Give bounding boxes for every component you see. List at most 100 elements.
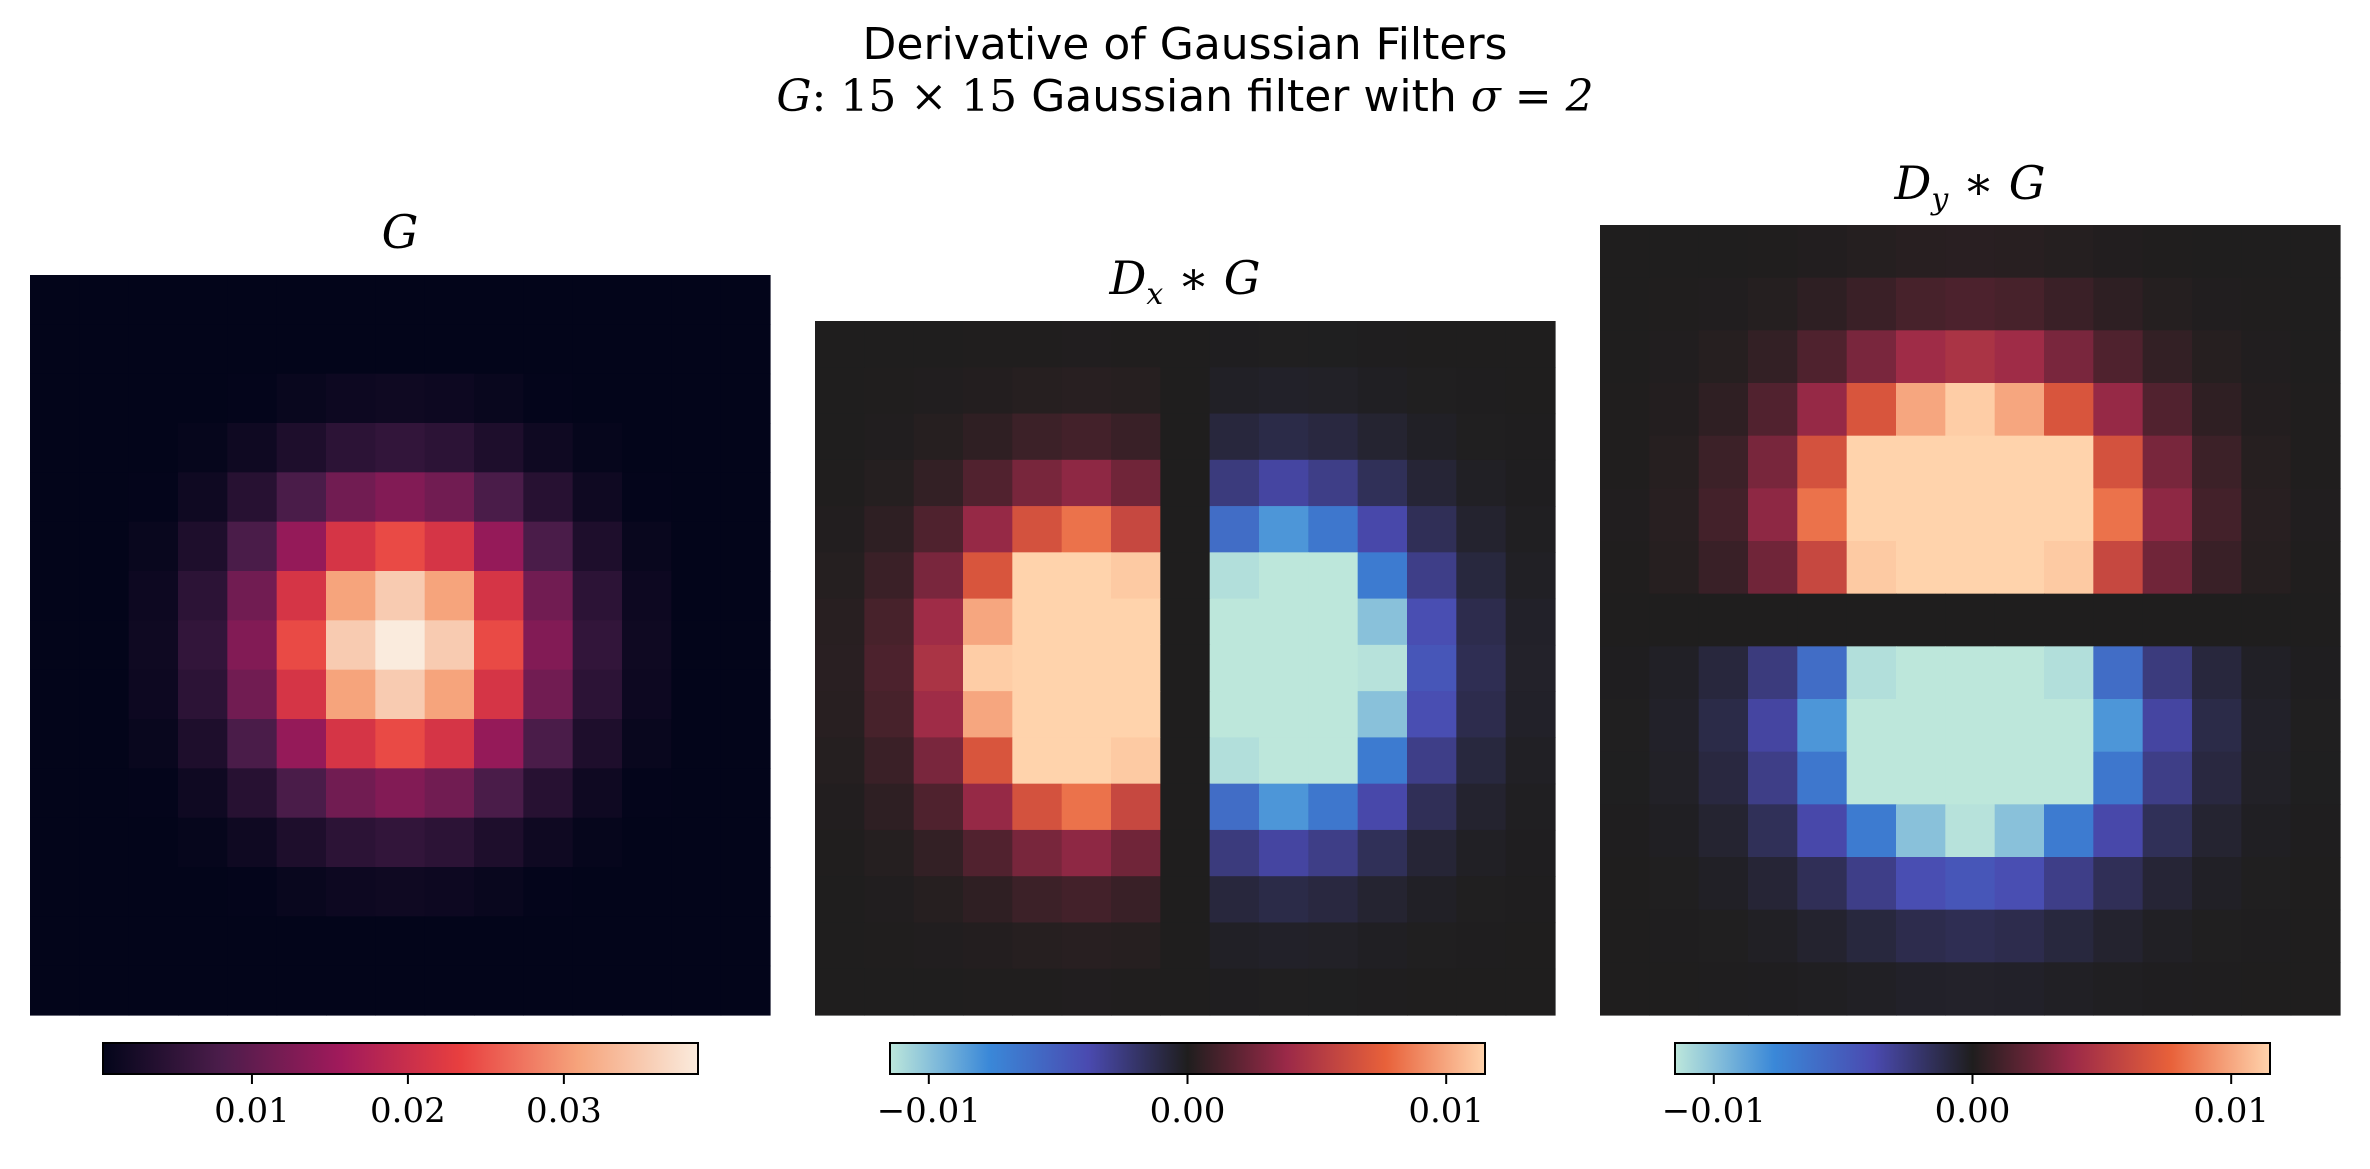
heatmap-cell-dx-12-6 (1111, 876, 1161, 924)
heatmap-cell-dy-1-7 (1945, 277, 1996, 331)
heatmap-cell-dy-0-13 (2241, 225, 2292, 279)
heatmap-cell-dy-14-3 (1748, 962, 1798, 1016)
heatmap-cell-dx-0-4 (1012, 321, 1063, 368)
heatmap-cell-g-2-1 (79, 373, 130, 424)
heatmap-cell-dy-12-2 (1698, 857, 1749, 911)
heatmap-cell-g-0-13 (671, 275, 722, 325)
heatmap-cell-dy-13-1 (1649, 909, 1700, 963)
heatmap-cell-dx-14-4 (1012, 968, 1063, 1016)
heatmap-cell-dy-12-13 (2241, 857, 2292, 911)
heatmap-cell-dx-10-6 (1111, 783, 1161, 831)
heatmap-cell-g-3-6 (326, 423, 376, 473)
heatmap-cell-dy-14-9 (2044, 962, 2094, 1016)
heatmap-cell-g-12-0 (30, 867, 80, 917)
heatmap-cell-dy-9-10 (2093, 699, 2144, 753)
dx-title-base: D (1109, 251, 1147, 305)
heatmap-cell-dx-6-10 (1308, 598, 1359, 646)
colorbar-tick-label-g-0: 0.01 (214, 1091, 290, 1131)
heatmap-cell-g-12-4 (227, 867, 278, 917)
heatmap-cell-dy-14-7 (1945, 962, 1996, 1016)
heatmap-cell-g-9-11 (572, 719, 623, 769)
heatmap-cell-dy-11-0 (1600, 804, 1650, 858)
heatmap-cell-dy-8-7 (1945, 646, 1996, 700)
heatmap-cell-dy-13-2 (1698, 909, 1749, 963)
heatmap-cell-dy-3-8 (1994, 383, 2045, 437)
heatmap-cell-dy-5-2 (1698, 488, 1749, 542)
heatmap-cell-dy-8-13 (2241, 646, 2292, 700)
heatmap-cell-dx-4-6 (1111, 506, 1161, 553)
heatmap-cell-dy-14-11 (2142, 962, 2193, 1016)
heatmap-cell-dy-12-5 (1846, 857, 1897, 911)
heatmap-cell-dy-9-5 (1846, 699, 1897, 753)
heatmap-cell-dx-5-2 (913, 552, 964, 600)
heatmap-cell-dx-4-1 (864, 506, 915, 553)
heatmap-cell-g-11-9 (474, 817, 524, 868)
colorbar-tick-label-dy-0: −0.01 (1662, 1091, 1766, 1131)
heatmap-cell-dy-3-1 (1649, 383, 1700, 437)
heatmap-cell-dy-9-7 (1945, 699, 1996, 753)
heatmap-cell-dy-12-4 (1797, 857, 1848, 911)
heatmap-cell-g-11-12 (622, 817, 672, 868)
heatmap-cell-dy-9-6 (1896, 699, 1946, 753)
heatmap-cell-dx-0-9 (1259, 321, 1309, 368)
heatmap-cell-dx-2-6 (1111, 413, 1161, 461)
heatmap-cell-dx-2-9 (1259, 413, 1309, 461)
heatmap-cell-dy-6-6 (1896, 541, 1946, 595)
heatmap-cell-dy-8-9 (2044, 646, 2094, 700)
heatmap-cell-dy-3-9 (2044, 383, 2094, 437)
heatmap-cell-g-2-7 (375, 373, 426, 424)
heatmap-cell-dy-11-1 (1649, 804, 1700, 858)
heatmap-cell-dx-6-11 (1357, 598, 1408, 646)
heatmap-cell-dx-6-2 (913, 598, 964, 646)
heatmap-cell-dx-9-3 (963, 737, 1013, 785)
heatmap-cell-dx-3-10 (1308, 459, 1359, 507)
heatmap-cell-dx-5-6 (1111, 552, 1161, 600)
heatmap-cell-dx-8-7 (1160, 691, 1211, 738)
heatmap-cell-dy-0-14 (2290, 225, 2341, 279)
heatmap-cell-g-11-2 (128, 817, 179, 868)
heatmap-cell-dy-4-8 (1994, 435, 2045, 489)
heatmap-cell-dy-11-11 (2142, 804, 2193, 858)
heatmap-cell-dy-1-9 (2044, 277, 2094, 331)
heatmap-cell-g-7-9 (474, 620, 524, 671)
heatmap-cell-dy-12-8 (1994, 857, 2045, 911)
heatmap-cell-dy-9-13 (2241, 699, 2292, 753)
heatmap-cell-dy-0-8 (1994, 225, 2045, 279)
heatmap-cell-dy-4-2 (1698, 435, 1749, 489)
heatmap-cell-dy-14-8 (1994, 962, 2045, 1016)
heatmap-cell-dy-2-12 (2192, 330, 2242, 384)
heatmap-cell-dx-4-10 (1308, 506, 1359, 553)
heatmap-cell-g-6-3 (178, 571, 228, 621)
heatmap-cell-g-3-0 (30, 423, 80, 473)
heatmap-cell-dx-7-4 (1012, 644, 1063, 692)
heatmap-cell-g-0-4 (227, 275, 278, 325)
heatmap-cell-dx-9-9 (1259, 737, 1309, 785)
heatmap-cell-dx-10-9 (1259, 783, 1309, 831)
heatmap-cell-g-11-10 (523, 817, 574, 868)
heatmap-cell-g-8-6 (326, 669, 376, 720)
heatmap-cell-g-13-13 (671, 916, 722, 967)
heatmap-cell-dx-10-1 (864, 783, 915, 831)
heatmap-cell-g-7-8 (424, 620, 475, 671)
heatmap-cell-g-9-10 (523, 719, 574, 769)
heatmap-cell-dy-9-14 (2290, 699, 2341, 753)
heatmap-cell-dx-14-6 (1111, 968, 1161, 1016)
colorbar-frame-g (102, 1042, 699, 1075)
heatmap-cell-g-1-13 (671, 324, 722, 375)
heatmap-cell-g-9-13 (671, 719, 722, 769)
heatmap-cell-g-8-12 (622, 669, 672, 720)
heatmap-cell-dx-10-10 (1308, 783, 1359, 831)
heatmap-cell-dy-11-3 (1748, 804, 1798, 858)
heatmap-cell-dx-2-5 (1061, 413, 1112, 461)
colorbar-tick-label-dy-2: 0.01 (2193, 1091, 2269, 1131)
heatmap-cell-g-13-11 (572, 916, 623, 967)
heatmap-cell-g-14-11 (572, 965, 623, 1016)
heatmap-cell-dy-13-12 (2192, 909, 2242, 963)
heatmap-cell-dx-14-14 (1505, 968, 1556, 1016)
heatmap-cell-g-7-0 (30, 620, 80, 671)
heatmap-cell-dx-3-12 (1407, 459, 1457, 507)
heatmap-cell-g-3-7 (375, 423, 426, 473)
heatmap-cell-dy-11-9 (2044, 804, 2094, 858)
heatmap-cell-g-9-4 (227, 719, 278, 769)
heatmap-cell-dx-6-0 (815, 598, 865, 646)
